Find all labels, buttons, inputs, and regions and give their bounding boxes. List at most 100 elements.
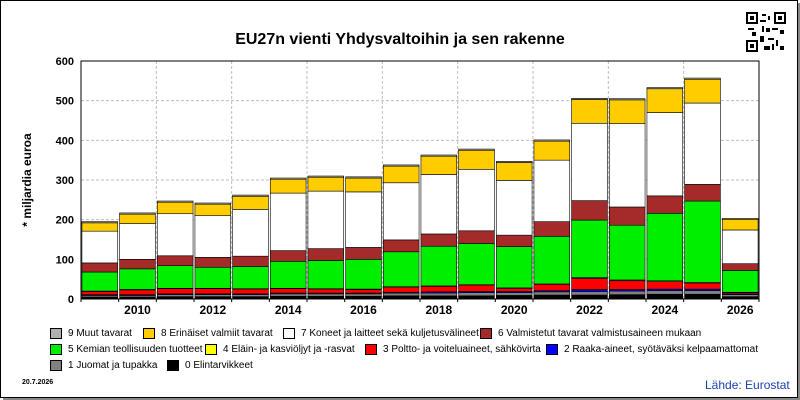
qr-code-icon xyxy=(746,12,786,52)
bar-segment-0 xyxy=(533,294,571,300)
bar-segment-8 xyxy=(646,88,684,113)
bars xyxy=(81,77,759,300)
bar-segment-6 xyxy=(345,247,382,260)
bar-segment-3 xyxy=(194,288,232,295)
legend-item: 5 Kemian teollisuuden tuotteet xyxy=(50,344,203,355)
bar-segment-3 xyxy=(269,288,307,294)
legend-item: 9 Muut tavarat xyxy=(50,328,132,339)
bar-segment-8 xyxy=(156,201,194,215)
bar-segment-8 xyxy=(269,178,307,194)
bar-segment-8 xyxy=(608,99,646,124)
bar-segment-3 xyxy=(458,284,495,292)
bar-segment-9 xyxy=(608,98,646,101)
bar-segment-7 xyxy=(571,122,608,201)
bar-segment-6 xyxy=(307,248,345,261)
bar-segment-5 xyxy=(232,266,269,289)
bar-segment-7 xyxy=(269,192,307,251)
x-tick-label: 2020 xyxy=(501,303,528,317)
bar-segment-5 xyxy=(119,268,156,290)
bar-segment-9 xyxy=(345,176,382,179)
bar-segment-0 xyxy=(571,294,608,300)
bar-segment-9 xyxy=(81,221,119,224)
x-tick-label: 2016 xyxy=(350,303,377,317)
bar-segment-1 xyxy=(458,292,495,297)
bar-segment-9 xyxy=(533,139,571,142)
bar-segment-8 xyxy=(533,140,571,161)
bar-stack-2010 xyxy=(119,212,156,300)
bar-segment-9 xyxy=(420,154,458,157)
bar-segment-7 xyxy=(232,209,269,257)
bar-segment-5 xyxy=(269,261,307,289)
bar-segment-6 xyxy=(420,233,458,247)
y-tick-label: 100 xyxy=(56,254,74,266)
bar-segment-7 xyxy=(458,168,495,232)
bar-stack-2022 xyxy=(571,97,608,300)
legend-label: 4 Eläin- ja kasviöljyt ja -rasvat xyxy=(223,344,355,355)
bar-segment-3 xyxy=(684,282,721,290)
x-tick-label: 2026 xyxy=(727,303,754,317)
y-tick-label: 500 xyxy=(56,96,74,108)
bar-segment-7 xyxy=(156,213,194,257)
source-label: Lähde: Eurostat xyxy=(705,378,790,392)
bar-segment-1 xyxy=(646,290,684,295)
bar-segment-3 xyxy=(608,280,646,290)
x-tick-label: 2014 xyxy=(275,303,302,317)
bar-segment-8 xyxy=(684,78,721,104)
bar-segment-7 xyxy=(345,191,382,248)
y-tick-label: 200 xyxy=(56,215,74,227)
legend-item: 8 Erinäiset valmiit tavarat xyxy=(143,328,273,339)
bar-segment-5 xyxy=(608,224,646,281)
bar-segment-8 xyxy=(382,165,420,184)
bar-segment-5 xyxy=(307,260,345,289)
bar-segment-8 xyxy=(571,99,608,124)
bar-segment-1 xyxy=(345,293,382,297)
bar-segment-7 xyxy=(721,229,759,264)
bar-stack-2018 xyxy=(420,154,458,300)
bar-segment-6 xyxy=(269,250,307,262)
legend-swatch xyxy=(480,328,492,339)
bar-segment-7 xyxy=(495,180,533,236)
bar-stack-2026 xyxy=(721,218,759,300)
bar-segment-6 xyxy=(721,263,759,271)
bar-segment-8 xyxy=(458,149,495,170)
bar-segment-3 xyxy=(495,287,533,292)
chart-title: EU27n vienti Yhdysvaltoihin ja sen raken… xyxy=(235,31,565,48)
legend-label: 9 Muut tavarat xyxy=(68,328,132,339)
legend-item: 1 Juomat ja tupakka xyxy=(50,360,158,371)
y-tick-label: 400 xyxy=(56,135,74,147)
bar-stack-2009 xyxy=(81,221,119,300)
bar-segment-1 xyxy=(495,292,533,296)
legend-item: 6 Valmistetut tavarat valmistusaineen mu… xyxy=(480,328,701,339)
bar-segment-6 xyxy=(81,262,119,273)
legend-swatch xyxy=(546,344,558,355)
bar-segment-7 xyxy=(420,174,458,235)
y-tick-label: 300 xyxy=(56,175,74,187)
bar-segment-9 xyxy=(232,194,269,197)
bar-stack-2015 xyxy=(307,175,345,300)
bar-segment-1 xyxy=(269,293,307,297)
bar-segment-7 xyxy=(608,123,646,208)
bar-stack-2024 xyxy=(646,87,684,300)
bar-segment-0 xyxy=(684,293,721,300)
bar-segment-3 xyxy=(345,289,382,294)
bar-segment-1 xyxy=(420,292,458,297)
bar-segment-5 xyxy=(571,219,608,278)
bar-segment-8 xyxy=(232,195,269,210)
bar-segment-6 xyxy=(684,184,721,202)
axes: 0 100 200 300 400 500 600 2010 2012 2014 2016 2018 2… xyxy=(56,56,760,317)
bar-segment-7 xyxy=(382,182,420,241)
bar-segment-3 xyxy=(382,286,420,293)
date-stamp: 20.7.2026 xyxy=(22,379,54,386)
legend-swatch xyxy=(50,328,62,339)
x-tick-label: 2022 xyxy=(576,303,603,317)
bar-segment-5 xyxy=(345,259,382,290)
legend-item: 2 Raaka-aineet, syötäväksi kelpaamattoma… xyxy=(546,344,758,355)
bar-segment-8 xyxy=(119,213,156,224)
legend-item: 3 Poltto- ja voiteluaineet, sähkövirta xyxy=(365,344,541,355)
bar-segment-3 xyxy=(81,291,119,295)
bar-segment-8 xyxy=(81,222,119,232)
legend-label: 8 Erinäiset valmiit tavarat xyxy=(161,328,273,339)
legend-swatch xyxy=(365,344,377,355)
legend-label: 3 Poltto- ja voiteluaineet, sähkövirta xyxy=(383,344,541,355)
bar-segment-6 xyxy=(194,257,232,268)
